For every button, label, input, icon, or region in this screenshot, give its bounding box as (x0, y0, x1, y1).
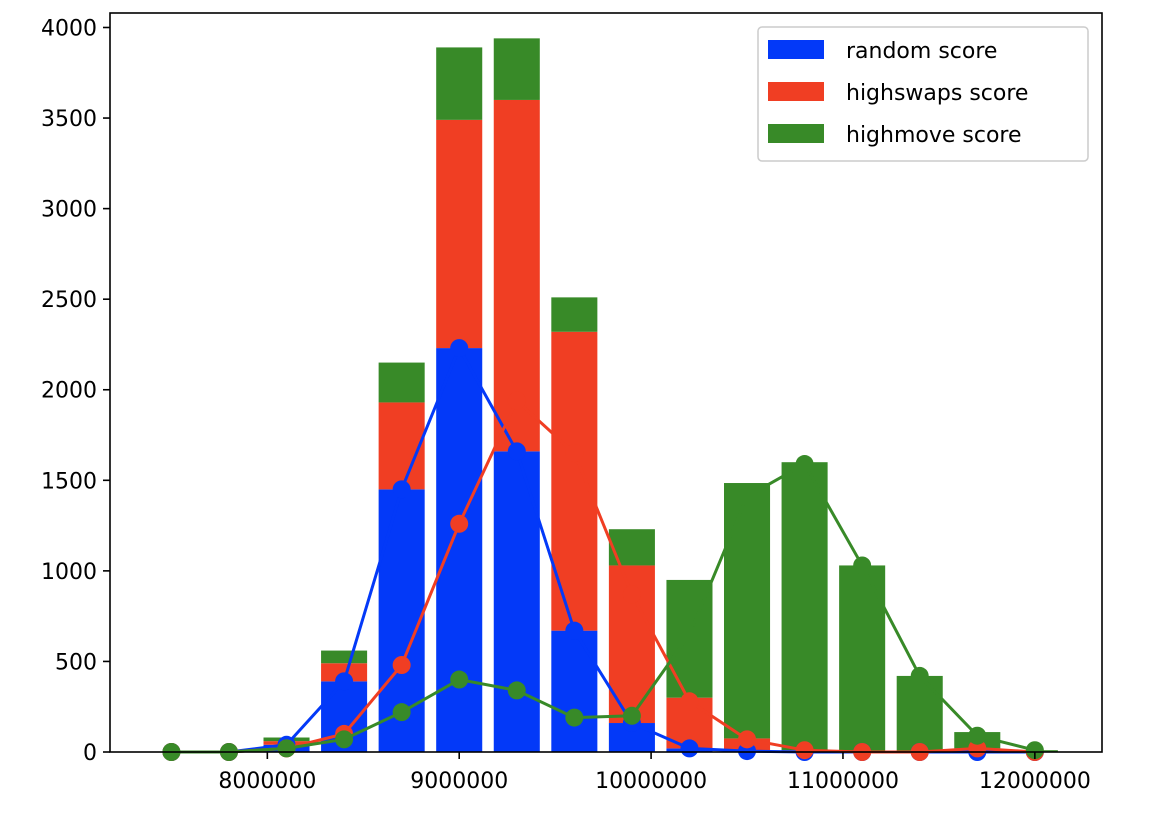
point-highswaps-score-9 (680, 692, 699, 711)
x-tick-label: 8000000 (218, 769, 316, 794)
point-random-score-9 (680, 739, 699, 758)
bar-highswaps-score-7 (551, 331, 598, 631)
bar-highmove-score-8 (608, 529, 655, 566)
point-highswaps-score-6 (507, 391, 526, 410)
bar-highswaps-score-5 (436, 119, 483, 349)
y-axis-ticks: 0 500 1000 1500 2000 2500 3000 3500 4000 (41, 16, 110, 766)
bar-highmove-score-13 (896, 675, 943, 752)
bar-highmove-score-6 (493, 38, 540, 100)
legend-swatch-random (768, 40, 824, 59)
line-highmove-score (171, 461, 1036, 754)
point-highswaps-score-5 (450, 514, 469, 533)
bar-highmove-score-7 (551, 297, 598, 332)
plot-frame (109, 12, 1103, 753)
y-tick-label: 1000 (41, 560, 97, 585)
point-highswaps-score-14 (968, 739, 987, 758)
y-tick-label: 4000 (41, 16, 97, 41)
point-highmove-score-9 (680, 625, 699, 644)
point-highmove-score-10 (738, 487, 757, 506)
point-highmove-score-6 (507, 681, 526, 700)
point-highswaps-score-8 (622, 585, 641, 604)
bar-highmove-score-3 (321, 650, 368, 664)
legend-swatch-highmove (768, 124, 824, 143)
bar-highmove-score-10 (724, 483, 771, 739)
x-axis-ticks: 8000000 9000000 10000000 11000000 12000000 (218, 752, 1091, 794)
bar-highmove-score-4 (378, 362, 425, 403)
point-highmove-score-13 (910, 666, 929, 685)
point-highmove-score-5 (450, 670, 469, 689)
bar-highmove-score-5 (436, 47, 483, 120)
point-highswaps-score-11 (795, 741, 814, 760)
point-highmove-score-3 (335, 730, 354, 749)
lines-layer (162, 339, 1044, 761)
point-highmove-score-7 (565, 708, 584, 727)
bar-highmove-score-11 (781, 462, 828, 751)
point-random-score-7 (565, 621, 584, 640)
y-tick-label: 0 (83, 741, 97, 766)
legend-label-highmove: highmove score (846, 123, 1022, 148)
point-highmove-score-14 (968, 726, 987, 745)
bar-highswaps-score-3 (321, 663, 368, 682)
y-tick-label: 3500 (41, 107, 97, 132)
point-highmove-score-15 (1025, 741, 1044, 760)
x-tick-label: 12000000 (979, 769, 1091, 794)
x-tick-label: 10000000 (595, 769, 707, 794)
y-tick-label: 2500 (41, 288, 97, 313)
legend-swatch-highswaps (768, 82, 824, 101)
point-random-score-4 (392, 480, 411, 499)
x-tick-label: 9000000 (410, 769, 508, 794)
point-highmove-score-4 (392, 703, 411, 722)
legend-box (757, 26, 1089, 162)
point-highswaps-score-7 (565, 444, 584, 463)
y-tick-label: 3000 (41, 198, 97, 223)
point-highswaps-score-4 (392, 656, 411, 675)
point-highswaps-score-10 (738, 730, 757, 749)
point-highmove-score-8 (622, 706, 641, 725)
point-random-score-6 (507, 442, 526, 461)
bar-random-score-6 (493, 451, 540, 752)
point-highmove-score-2 (277, 739, 296, 758)
y-tick-label: 500 (55, 650, 97, 675)
y-tick-label: 1500 (41, 469, 97, 494)
point-random-score-3 (335, 672, 354, 691)
bar-random-score-5 (436, 348, 483, 752)
point-random-score-5 (450, 339, 469, 358)
bar-highswaps-score-4 (378, 402, 425, 490)
point-highmove-score-12 (853, 556, 872, 575)
bars-layer (263, 38, 1058, 752)
legend-label-random: random score (846, 39, 997, 64)
y-tick-label: 2000 (41, 379, 97, 404)
legend: random score highswaps score highmove sc… (757, 26, 1089, 162)
x-tick-label: 11000000 (787, 769, 899, 794)
legend-label-highswaps: highswaps score (846, 81, 1028, 106)
bar-random-score-7 (551, 630, 598, 752)
point-highmove-score-11 (795, 455, 814, 474)
